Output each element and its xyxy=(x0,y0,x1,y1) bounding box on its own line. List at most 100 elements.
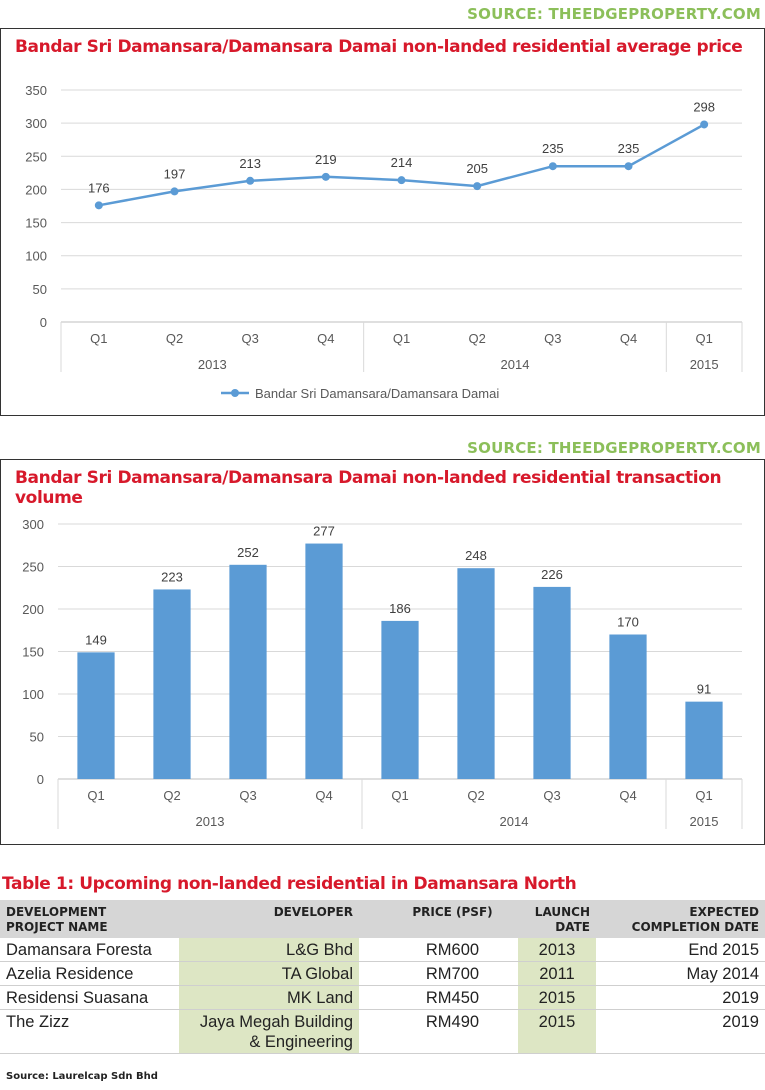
cell-completion-date: 2019 xyxy=(596,1009,765,1054)
header-launch-date: LAUNCH DATE xyxy=(518,900,596,938)
x-tick-label: Q4 xyxy=(620,331,637,346)
data-point xyxy=(548,162,557,171)
x-tick-label: Q3 xyxy=(544,331,561,346)
data-label: 298 xyxy=(693,99,715,114)
x-tick-label: Q4 xyxy=(619,788,636,803)
bar-chart-panel: Bandar Sri Damansara/Damansara Damai non… xyxy=(0,459,765,845)
projects-table: DEVELOPMENT PROJECT NAME DEVELOPER PRICE … xyxy=(0,900,765,1054)
x-tick-label: Q3 xyxy=(241,331,258,346)
table-row: Residensi Suasana MK Land RM450 2015 201… xyxy=(0,985,765,1010)
x-tick-label: Q2 xyxy=(468,331,485,346)
header-completion-date: EXPECTED COMPLETION DATE xyxy=(596,900,765,938)
cell-developer: MK Land xyxy=(179,985,359,1010)
data-label: 235 xyxy=(618,141,640,156)
y-tick-label: 250 xyxy=(25,149,47,164)
x-tick-label: Q2 xyxy=(467,788,484,803)
cell-price: RM450 xyxy=(359,985,518,1010)
data-point xyxy=(321,172,330,181)
line-chart: 0 50 100 150 200 250 300 350 Q1 Q2 Q3 Q4 Q1 Q2 Q3 Q4 Q1 2… xyxy=(25,83,743,401)
y-tick-label: 0 xyxy=(37,772,44,787)
data-label: 186 xyxy=(389,601,411,616)
data-point xyxy=(700,120,709,129)
line-chart-panel: Bandar Sri Damansara/Damansara Damai non… xyxy=(0,28,765,416)
cell-completion-date: 2019 xyxy=(596,985,765,1010)
cell-developer: Jaya Megah Building & Engineering xyxy=(179,1009,359,1054)
x-group-label: 2013 xyxy=(196,814,225,829)
source-label-top: SOURCE: THEEDGEPROPERTY.COM xyxy=(467,5,761,23)
cell-price: RM700 xyxy=(359,961,518,986)
data-point xyxy=(170,187,179,196)
source-label-middle: SOURCE: THEEDGEPROPERTY.COM xyxy=(467,439,761,457)
data-label: 213 xyxy=(239,156,261,171)
table-row: Azelia Residence TA Global RM700 2011 Ma… xyxy=(0,961,765,986)
x-group-label: 2013 xyxy=(198,357,227,372)
data-label: 176 xyxy=(88,180,110,195)
cell-price: RM490 xyxy=(359,1009,518,1054)
cell-completion-date: May 2014 xyxy=(596,961,765,986)
data-label: 205 xyxy=(466,161,488,176)
line-chart-title: Bandar Sri Damansara/Damansara Damai non… xyxy=(15,37,743,57)
x-tick-label: Q3 xyxy=(543,788,560,803)
x-group-label: 2015 xyxy=(690,357,719,372)
x-tick-label: Q4 xyxy=(315,788,332,803)
bar-chart: 0 50 100 150 200 250 300 Q1 Q2 Q3 Q4 Q1 Q2 Q3 Q4 Q1 2013… xyxy=(22,517,743,829)
bar xyxy=(457,568,495,779)
y-tick-label: 50 xyxy=(33,282,47,297)
x-tick-label: Q1 xyxy=(695,331,712,346)
data-point xyxy=(94,201,103,210)
cell-project-name: Azelia Residence xyxy=(0,961,179,986)
x-tick-label: Q1 xyxy=(695,788,712,803)
data-label: 226 xyxy=(541,567,563,582)
y-tick-label: 100 xyxy=(22,687,44,702)
bar xyxy=(305,543,343,779)
bar xyxy=(153,589,191,779)
x-tick-label: Q1 xyxy=(90,331,107,346)
header-developer: DEVELOPER xyxy=(179,900,359,938)
x-tick-label: Q1 xyxy=(393,331,410,346)
data-label: 170 xyxy=(617,615,639,630)
x-tick-label: Q4 xyxy=(317,331,334,346)
data-point xyxy=(473,182,482,191)
cell-launch-date: 2013 xyxy=(518,938,596,962)
cell-developer: TA Global xyxy=(179,961,359,986)
table-row: The Zizz Jaya Megah Building & Engineerin… xyxy=(0,1009,765,1054)
data-point xyxy=(246,176,255,185)
y-tick-label: 0 xyxy=(40,315,47,330)
data-label: 219 xyxy=(315,152,337,167)
cell-project-name: The Zizz xyxy=(0,1009,179,1054)
y-tick-label: 300 xyxy=(22,517,44,532)
data-label: 91 xyxy=(697,682,711,697)
legend-label: Bandar Sri Damansara/Damansara Damai xyxy=(255,386,499,401)
table-row: Damansara Foresta L&G Bhd RM600 2013 End… xyxy=(0,938,765,962)
x-tick-label: Q1 xyxy=(391,788,408,803)
data-label: 235 xyxy=(542,141,564,156)
x-group-label: 2014 xyxy=(500,814,529,829)
x-group-label: 2015 xyxy=(690,814,719,829)
data-label: 197 xyxy=(164,166,186,181)
y-tick-label: 200 xyxy=(22,602,44,617)
cell-project-name: Residensi Suasana xyxy=(0,985,179,1010)
table-source: Source: Laurelcap Sdn Bhd xyxy=(6,1071,158,1082)
y-tick-label: 50 xyxy=(30,730,44,745)
y-tick-label: 150 xyxy=(22,645,44,660)
x-group-label: 2014 xyxy=(501,357,530,372)
y-tick-label: 300 xyxy=(25,116,47,131)
x-tick-label: Q2 xyxy=(166,331,183,346)
data-point xyxy=(397,176,406,185)
y-tick-label: 250 xyxy=(22,560,44,575)
cell-launch-date: 2015 xyxy=(518,1009,596,1054)
bar xyxy=(609,634,647,779)
y-tick-label: 150 xyxy=(25,216,47,231)
cell-launch-date: 2015 xyxy=(518,985,596,1010)
cell-project-name: Damansara Foresta xyxy=(0,938,179,962)
data-point xyxy=(624,162,633,171)
bar-chart-title: Bandar Sri Damansara/Damansara Damai non… xyxy=(15,468,722,508)
bar xyxy=(381,620,419,779)
cell-completion-date: End 2015 xyxy=(596,938,765,962)
y-tick-label: 100 xyxy=(25,249,47,264)
x-tick-label: Q2 xyxy=(163,788,180,803)
table-title: Table 1: Upcoming non-landed residential… xyxy=(2,874,577,894)
y-tick-label: 350 xyxy=(25,83,47,98)
table-header-row: DEVELOPMENT PROJECT NAME DEVELOPER PRICE … xyxy=(0,900,765,938)
header-project-name: DEVELOPMENT PROJECT NAME xyxy=(0,900,179,938)
